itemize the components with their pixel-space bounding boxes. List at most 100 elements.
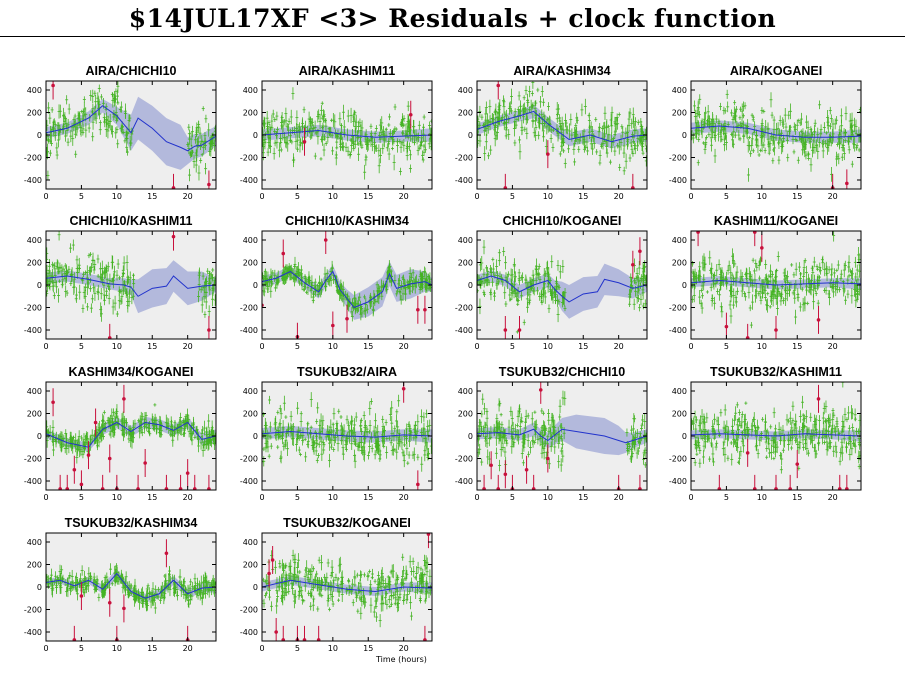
residual-point (320, 133, 324, 146)
residual-point (693, 439, 697, 450)
residual-point (98, 108, 102, 120)
residual-point (522, 319, 526, 326)
residual-point (69, 243, 73, 253)
residual-point (316, 283, 320, 288)
outlier-point (496, 81, 501, 100)
residual-point (564, 125, 568, 134)
residual-point (385, 144, 389, 152)
residual-point (785, 414, 789, 426)
residual-point (105, 273, 109, 287)
residual-point (734, 106, 738, 113)
residual-point (209, 429, 213, 441)
residual-point (770, 111, 774, 119)
x-tick-label: 20 (183, 192, 193, 201)
residual-point (548, 285, 552, 295)
residual-point (346, 109, 350, 123)
residual-point (740, 415, 744, 429)
residual-point (328, 435, 332, 451)
residual-point (489, 145, 493, 155)
residual-point (760, 118, 764, 133)
residual-point (398, 595, 402, 600)
residual-point (781, 117, 785, 128)
residual-point (711, 126, 715, 139)
residual-point (358, 118, 362, 128)
residual-point (53, 579, 57, 586)
residual-point (395, 409, 399, 415)
residual-point (505, 439, 509, 447)
x-tick-label: 10 (328, 493, 338, 502)
residual-point (540, 424, 544, 437)
residual-point (753, 422, 757, 429)
residual-point (320, 554, 324, 571)
residual-point (405, 150, 409, 161)
residual-point (810, 265, 814, 271)
outlier-point (401, 382, 406, 403)
outlier-point (503, 173, 508, 189)
residual-point (788, 124, 792, 130)
residual-point (323, 281, 327, 292)
residual-point (501, 277, 505, 287)
residual-point (103, 295, 107, 306)
x-tick-label: 5 (510, 192, 515, 201)
residual-point (773, 446, 777, 458)
residual-point (105, 572, 109, 582)
residual-point (350, 416, 354, 426)
residual-point (326, 132, 330, 143)
residual-point (160, 592, 164, 600)
residual-point (840, 119, 844, 132)
residual-point (201, 425, 205, 435)
residual-point (266, 441, 270, 453)
residual-point (783, 108, 787, 123)
residual-point (760, 107, 764, 114)
residual-series (262, 87, 432, 180)
residual-point (772, 456, 776, 461)
residual-point (750, 139, 754, 152)
residual-point (390, 445, 394, 456)
residual-point (274, 429, 278, 441)
residual-point (540, 426, 544, 430)
residual-point (276, 590, 280, 603)
residual-point (389, 594, 393, 598)
residual-point (828, 413, 832, 427)
residual-point (857, 439, 861, 447)
residual-point (129, 140, 133, 146)
residual-point (266, 126, 270, 138)
residual-point (729, 266, 733, 280)
residual-point (392, 154, 396, 171)
residual-point (634, 126, 638, 135)
residual-point (368, 295, 372, 309)
residual-point (58, 124, 62, 140)
residual-point (531, 81, 535, 89)
residual-point (269, 601, 273, 612)
residual-point (299, 411, 303, 417)
residual-point (828, 417, 832, 428)
residual-point (102, 279, 106, 291)
residual-point (316, 129, 320, 134)
residual-point (123, 422, 127, 438)
residual-point (643, 429, 647, 441)
residual-point (751, 148, 755, 153)
residual-point (764, 274, 768, 282)
y-tick-label: -200 (240, 606, 258, 615)
y-tick-label: -200 (669, 455, 687, 464)
residual-point (408, 164, 412, 173)
residual-point (825, 131, 829, 135)
residual-point (353, 140, 357, 149)
residual-point (378, 578, 382, 588)
residual-point (369, 597, 373, 613)
residual-point (691, 271, 695, 281)
residual-point (795, 119, 799, 132)
residual-point (396, 575, 400, 581)
residual-point (101, 413, 105, 428)
residual-point (775, 268, 779, 273)
residual-point (537, 272, 541, 277)
residual-point (840, 153, 844, 162)
residual-point (107, 292, 111, 305)
residual-point (356, 608, 360, 614)
residual-point (520, 291, 524, 301)
residual-point (697, 124, 701, 137)
residual-series (262, 256, 432, 322)
residual-point (151, 595, 155, 607)
residual-point (479, 278, 483, 290)
